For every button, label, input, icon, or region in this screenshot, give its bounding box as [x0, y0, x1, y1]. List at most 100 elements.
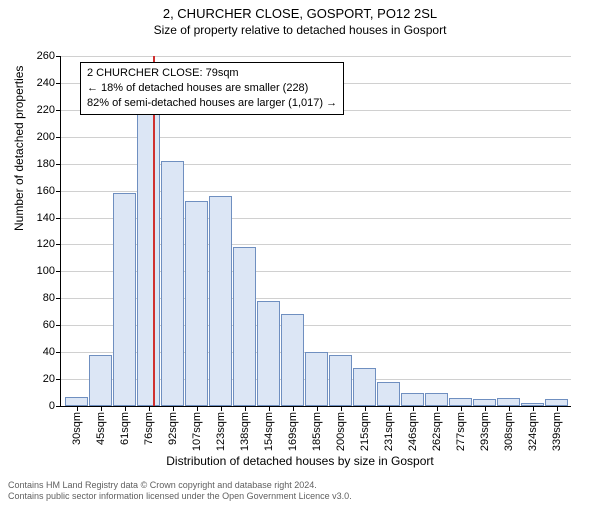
histogram-bar [425, 393, 448, 406]
ytick-label: 220 [15, 104, 55, 116]
histogram-bar [209, 196, 232, 406]
xtick-label: 61sqm [119, 412, 131, 445]
xtick-label: 200sqm [335, 412, 347, 451]
xtick-label: 308sqm [503, 412, 515, 451]
footer-line-1: Contains HM Land Registry data © Crown c… [8, 480, 352, 491]
histogram-bar [65, 397, 88, 406]
ytick-label: 100 [15, 265, 55, 277]
xtick-mark [437, 406, 438, 411]
histogram-bar [257, 301, 280, 406]
xtick-label: 45sqm [95, 412, 107, 445]
ytick-mark [56, 218, 61, 219]
page-subtitle: Size of property relative to detached ho… [0, 23, 600, 37]
info-line-3: 82% of semi-detached houses are larger (… [87, 96, 337, 111]
xtick-mark [101, 406, 102, 411]
xtick-mark [533, 406, 534, 411]
ytick-mark [56, 406, 61, 407]
histogram-chart: 02040608010012014016018020022024026030sq… [60, 56, 570, 406]
ytick-mark [56, 137, 61, 138]
histogram-bar [497, 398, 520, 406]
xtick-mark [173, 406, 174, 411]
histogram-bar [449, 398, 472, 406]
ytick-label: 0 [15, 400, 55, 412]
xtick-mark [557, 406, 558, 411]
histogram-bar [305, 352, 328, 406]
ytick-mark [56, 244, 61, 245]
histogram-bar [329, 355, 352, 406]
xtick-label: 107sqm [191, 412, 203, 451]
xtick-mark [509, 406, 510, 411]
ytick-mark [56, 83, 61, 84]
ytick-label: 160 [15, 185, 55, 197]
xtick-mark [125, 406, 126, 411]
xtick-mark [317, 406, 318, 411]
xtick-label: 92sqm [167, 412, 179, 445]
xtick-label: 154sqm [263, 412, 275, 451]
xtick-label: 246sqm [407, 412, 419, 451]
ytick-label: 200 [15, 131, 55, 143]
ytick-label: 260 [15, 50, 55, 62]
ytick-mark [56, 191, 61, 192]
page-title: 2, CHURCHER CLOSE, GOSPORT, PO12 2SL [0, 6, 600, 21]
xtick-label: 169sqm [287, 412, 299, 451]
histogram-bar [473, 399, 496, 406]
xtick-mark [77, 406, 78, 411]
ytick-mark [56, 379, 61, 380]
xtick-label: 231sqm [383, 412, 395, 451]
ytick-mark [56, 56, 61, 57]
xtick-label: 262sqm [431, 412, 443, 451]
y-axis-label: Number of detached properties [12, 66, 26, 231]
info-box: 2 CHURCHER CLOSE: 79sqm ← 18% of detache… [80, 62, 344, 115]
ytick-label: 120 [15, 238, 55, 250]
xtick-mark [413, 406, 414, 411]
xtick-mark [461, 406, 462, 411]
xtick-label: 339sqm [551, 412, 563, 451]
ytick-mark [56, 298, 61, 299]
xtick-mark [221, 406, 222, 411]
xtick-mark [365, 406, 366, 411]
xtick-label: 324sqm [527, 412, 539, 451]
ytick-label: 80 [15, 292, 55, 304]
xtick-label: 30sqm [71, 412, 83, 445]
xtick-mark [149, 406, 150, 411]
info-line-2: ← 18% of detached houses are smaller (22… [87, 81, 337, 96]
xtick-mark [269, 406, 270, 411]
xtick-label: 123sqm [215, 412, 227, 451]
ytick-label: 140 [15, 212, 55, 224]
info-line-1: 2 CHURCHER CLOSE: 79sqm [87, 66, 337, 81]
xtick-label: 277sqm [455, 412, 467, 451]
footer-line-2: Contains public sector information licen… [8, 491, 352, 502]
histogram-bar [233, 247, 256, 406]
xtick-mark [197, 406, 198, 411]
histogram-bar [161, 161, 184, 406]
footer-attribution: Contains HM Land Registry data © Crown c… [8, 480, 352, 502]
ytick-label: 180 [15, 158, 55, 170]
histogram-bar [401, 393, 424, 406]
xtick-mark [389, 406, 390, 411]
ytick-mark [56, 271, 61, 272]
xtick-label: 76sqm [143, 412, 155, 445]
xtick-label: 293sqm [479, 412, 491, 451]
histogram-bar [545, 399, 568, 406]
xtick-mark [245, 406, 246, 411]
xtick-label: 185sqm [311, 412, 323, 451]
ytick-label: 40 [15, 346, 55, 358]
histogram-bar [281, 314, 304, 406]
histogram-bar [89, 355, 112, 406]
xtick-mark [293, 406, 294, 411]
xtick-label: 215sqm [359, 412, 371, 451]
ytick-mark [56, 110, 61, 111]
ytick-mark [56, 352, 61, 353]
ytick-label: 20 [15, 373, 55, 385]
histogram-bar [353, 368, 376, 406]
histogram-bar [377, 382, 400, 406]
ytick-label: 60 [15, 319, 55, 331]
gridline [61, 56, 571, 57]
xtick-mark [485, 406, 486, 411]
x-axis-label: Distribution of detached houses by size … [0, 454, 600, 468]
ytick-label: 240 [15, 77, 55, 89]
histogram-bar [137, 113, 160, 406]
histogram-bar [185, 201, 208, 406]
ytick-mark [56, 325, 61, 326]
histogram-bar [113, 193, 136, 406]
